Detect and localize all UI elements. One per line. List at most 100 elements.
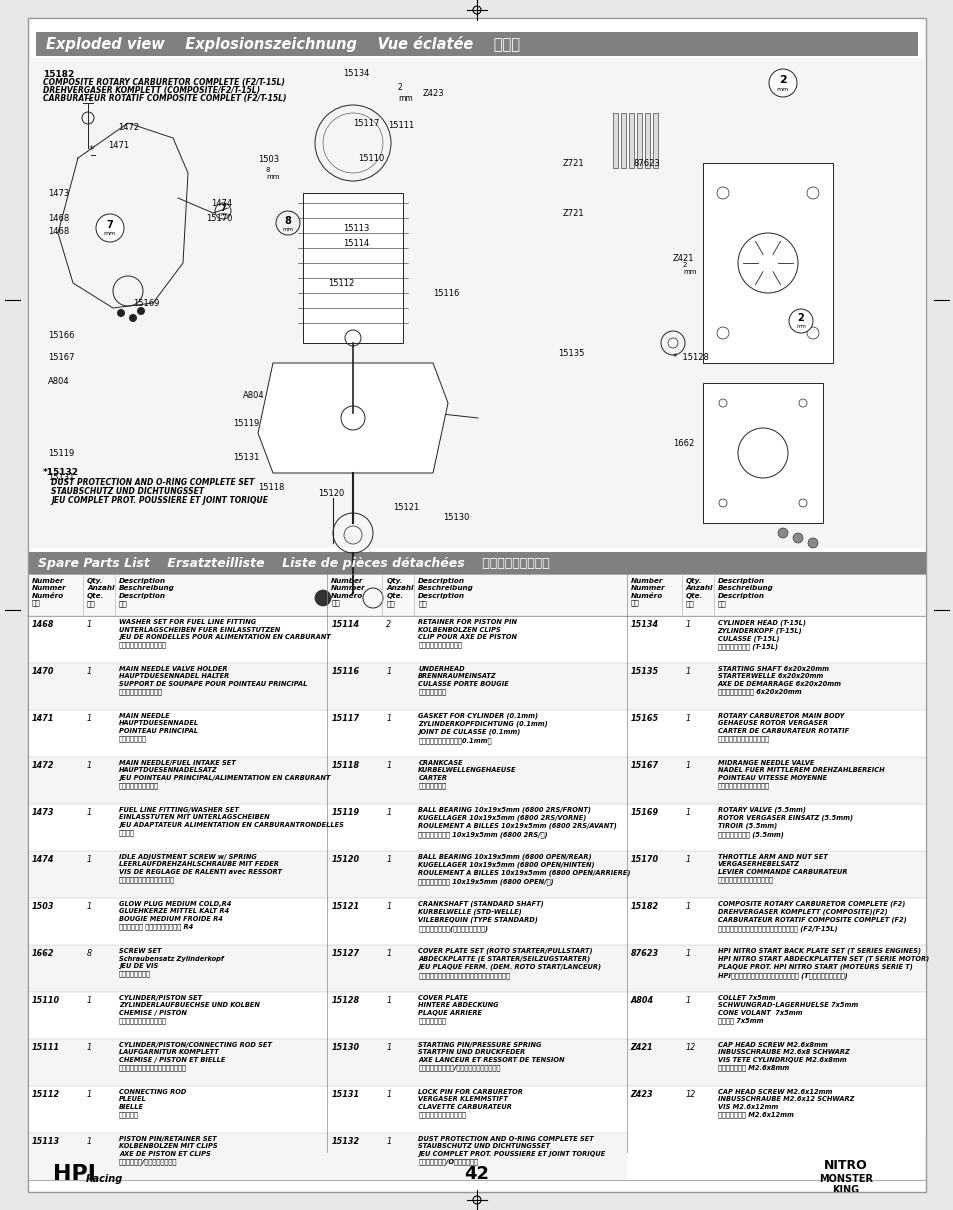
Text: 15131: 15131 — [331, 1090, 359, 1099]
Text: 15131: 15131 — [233, 454, 259, 462]
Text: mm: mm — [776, 86, 788, 92]
Text: 1: 1 — [87, 761, 92, 770]
Text: mm: mm — [104, 230, 116, 236]
Text: CARBURATEUR ROTATIF COMPOSITE COMPLET (F2/T-15L): CARBURATEUR ROTATIF COMPOSITE COMPLET (F… — [43, 94, 286, 103]
Text: 1471: 1471 — [108, 140, 129, 150]
Bar — [626, 710, 925, 757]
Text: 15114: 15114 — [331, 620, 359, 629]
Text: 2: 2 — [386, 620, 391, 629]
Bar — [28, 992, 327, 1039]
Text: 1: 1 — [87, 1090, 92, 1099]
Text: 15166: 15166 — [48, 330, 74, 340]
Bar — [28, 58, 925, 548]
Text: 1: 1 — [386, 901, 391, 911]
Bar — [327, 898, 626, 945]
Text: Z423: Z423 — [630, 1090, 653, 1099]
Bar — [626, 898, 925, 945]
Text: 1468: 1468 — [48, 213, 70, 223]
Circle shape — [96, 214, 124, 242]
Text: 2
mm: 2 mm — [397, 83, 413, 103]
Bar — [628, 113, 634, 168]
Text: *  15128: * 15128 — [672, 353, 708, 363]
Text: 1: 1 — [685, 949, 690, 958]
Text: 15135: 15135 — [630, 667, 659, 676]
Bar — [644, 113, 649, 168]
Bar — [626, 757, 925, 803]
Text: 1: 1 — [87, 855, 92, 864]
Text: 15135: 15135 — [558, 348, 584, 357]
Bar — [626, 616, 925, 663]
Text: A804: A804 — [630, 996, 653, 1006]
Text: ROTARY VALVE (5.5mm)
ROTOR VERGASER EINSATZ (5.5mm)
TIROIR (5.5mm)
ロータリーバルブ (5.5: ROTARY VALVE (5.5mm) ROTOR VERGASER EINS… — [717, 807, 852, 837]
Text: 15114: 15114 — [343, 238, 369, 248]
Text: 15169: 15169 — [630, 808, 659, 817]
Text: 1: 1 — [386, 1137, 391, 1146]
Bar — [28, 945, 327, 992]
Bar — [327, 851, 626, 898]
Bar — [613, 113, 618, 168]
Text: 15134: 15134 — [630, 620, 659, 629]
Text: Z721: Z721 — [562, 208, 584, 218]
Text: 1473: 1473 — [48, 189, 70, 197]
Text: 1662: 1662 — [672, 438, 694, 448]
Text: 1: 1 — [685, 901, 690, 911]
Text: FUEL LINE FITTING/WASHER SET
EINLASSTUTEN MIT UNTERLAGSCHEIBEN
JEU ADAPTATEUR AL: FUEL LINE FITTING/WASHER SET EINLASSTUTE… — [119, 807, 343, 836]
Text: 15117: 15117 — [331, 714, 359, 724]
Bar — [626, 992, 925, 1039]
Text: 15165: 15165 — [630, 714, 659, 724]
Bar — [28, 1087, 327, 1133]
Bar — [637, 113, 641, 168]
Text: 1: 1 — [87, 714, 92, 724]
Text: 15113: 15113 — [343, 224, 369, 232]
Text: CAP HEAD SCREW M2.6x12mm
INBUSSCHRAUBE M2.6x12 SCHWARZ
VIS M2.6x12mm
キャップボルト M2.: CAP HEAD SCREW M2.6x12mm INBUSSCHRAUBE M… — [717, 1089, 853, 1118]
Text: 15119: 15119 — [48, 449, 74, 457]
Circle shape — [117, 309, 125, 317]
Text: Z421: Z421 — [630, 1043, 653, 1051]
Text: mm: mm — [282, 226, 294, 231]
Text: 1503: 1503 — [257, 155, 279, 163]
Text: CONNECTING ROD
PLEUEL
BIELLE
コンロッド: CONNECTING ROD PLEUEL BIELLE コンロッド — [119, 1089, 186, 1118]
Text: 15121: 15121 — [393, 503, 418, 513]
Text: CRANKCASE
KURBELWELLENGEHAEUSE
CARTER
クランクケース: CRANKCASE KURBELWELLENGEHAEUSE CARTER クラ… — [418, 760, 517, 789]
Text: 15111: 15111 — [388, 121, 414, 129]
Text: 1: 1 — [386, 1090, 391, 1099]
Text: 1: 1 — [87, 808, 92, 817]
Text: CRANKSHAFT (STANDARD SHAFT)
KURBELWELLE (STD-WELLE)
VILEBREQUIN (TYPE STANDARD)
: CRANKSHAFT (STANDARD SHAFT) KURBELWELLE … — [418, 901, 543, 932]
Text: 7: 7 — [220, 203, 226, 213]
Text: Number
Nummer
Numéro
品番: Number Nummer Numéro 品番 — [32, 578, 67, 606]
Bar — [327, 992, 626, 1039]
Text: 1: 1 — [87, 996, 92, 1006]
Bar — [327, 803, 626, 851]
Text: 15167: 15167 — [630, 761, 659, 770]
Text: Z423: Z423 — [422, 88, 444, 98]
Text: 1: 1 — [685, 620, 690, 629]
Polygon shape — [257, 363, 448, 473]
Bar — [626, 803, 925, 851]
Text: CYLINDER/PISTON/CONNECTING ROD SET
LAUFGARNITUR KOMPLETT
CHEMISE / PISTON ET BIE: CYLINDER/PISTON/CONNECTING ROD SET LAUFG… — [119, 1042, 272, 1071]
Text: 15169: 15169 — [132, 299, 159, 307]
Bar — [327, 1039, 626, 1087]
Text: UNDERHEAD
BRENNRAUMEINSATZ
CULASSE PORTE BOUGIE
アンダーヘッド: UNDERHEAD BRENNRAUMEINSATZ CULASSE PORTE… — [418, 666, 509, 695]
Text: MIDRANGE NEEDLE VALVE
NADEL FUER MITTLEREM DREHZAHLBEREICH
POINTEAU VITESSE MOYE: MIDRANGE NEEDLE VALVE NADEL FUER MITTLER… — [717, 760, 883, 789]
Text: 15128: 15128 — [331, 996, 359, 1006]
Text: *15132: *15132 — [43, 468, 79, 477]
Text: 8: 8 — [284, 217, 291, 226]
Text: COMPOSITE ROTARY CARBURETOR COMPLETE (F2/T-15L): COMPOSITE ROTARY CARBURETOR COMPLETE (F2… — [43, 77, 285, 87]
Text: STARTING PIN/PRESSURE SPRING
STARTPIN UND DRUCKFEDER
AXE LANCEUR ET RESSORT DE T: STARTING PIN/PRESSURE SPRING STARTPIN UN… — [418, 1042, 564, 1071]
Text: 12: 12 — [685, 1090, 695, 1099]
Bar — [702, 163, 832, 363]
Bar — [652, 113, 658, 168]
Text: COVER PLATE SET (ROTO STARTER/PULLSTART)
ABDECKPLATTE (E STARTER/SEILZUGSTARTER): COVER PLATE SET (ROTO STARTER/PULLSTART)… — [418, 947, 600, 979]
Text: 8
mm: 8 mm — [266, 167, 279, 179]
Bar — [327, 710, 626, 757]
Text: 1474: 1474 — [32, 855, 54, 864]
Text: Racing: Racing — [86, 1174, 123, 1185]
Circle shape — [137, 307, 145, 315]
Text: WASHER SET FOR FUEL LINE FITTING
UNTERLAGSCHEIBEN FUER EINLASSTUTZEN
JEU DE ROND: WASHER SET FOR FUEL LINE FITTING UNTERLA… — [119, 620, 331, 649]
Bar — [28, 552, 925, 574]
Text: 1470: 1470 — [32, 667, 54, 676]
Text: NITRO: NITRO — [823, 1159, 867, 1172]
Text: 15111: 15111 — [32, 1043, 60, 1051]
Circle shape — [807, 538, 817, 548]
Text: 8: 8 — [87, 949, 92, 958]
